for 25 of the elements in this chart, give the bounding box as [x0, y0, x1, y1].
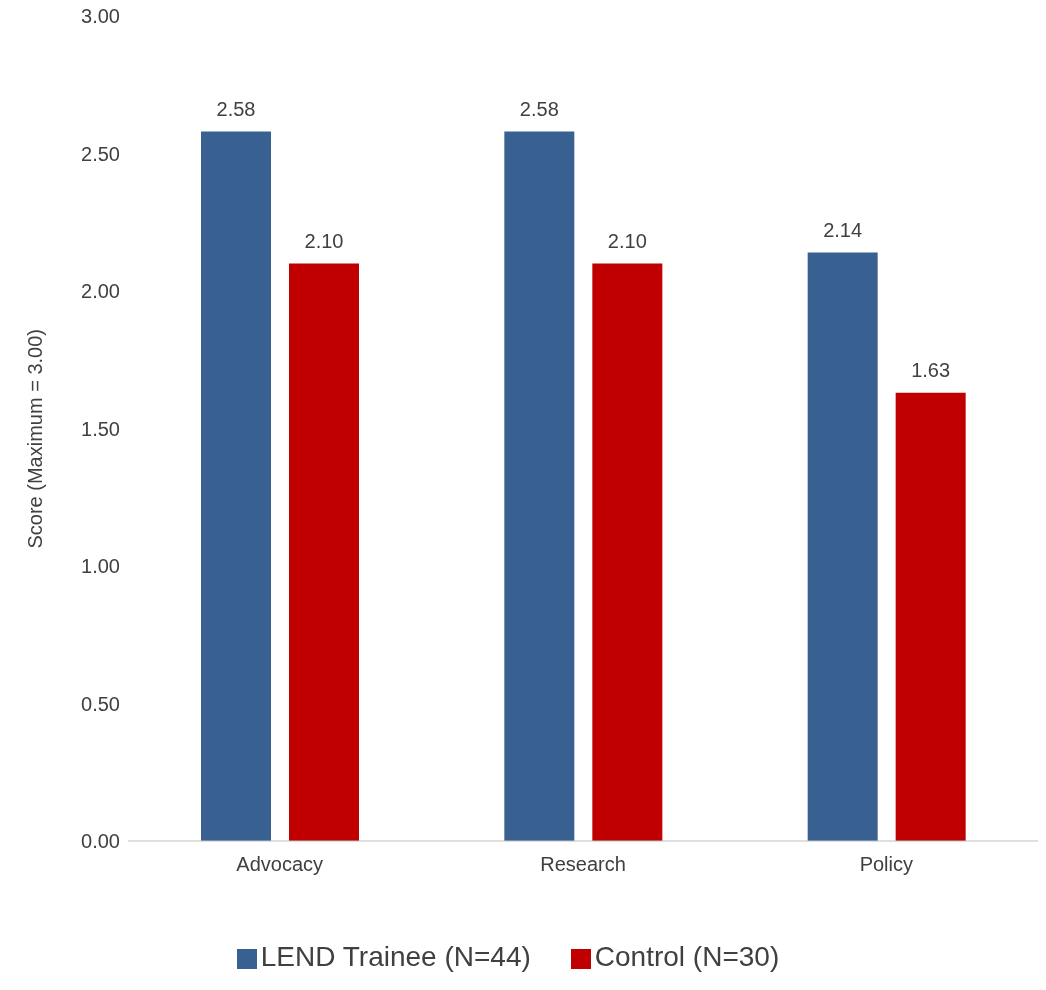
x-tick-label: Research [540, 853, 626, 876]
y-tick-label: 1.50 [81, 417, 120, 440]
y-tick-label: 0.00 [81, 830, 120, 853]
y-tick-label: 1.00 [81, 555, 120, 578]
bar [895, 392, 966, 841]
bar [807, 252, 878, 841]
data-label: 1.63 [911, 358, 951, 381]
legend-label: Control (N=30) [594, 941, 780, 972]
x-tick-label: Advocacy [236, 853, 324, 876]
y-axis-title: Score (Maximum = 3.00) [24, 328, 47, 549]
bar [504, 131, 575, 841]
y-tick-label: 0.50 [81, 692, 120, 715]
y-tick-label: 2.00 [81, 280, 120, 303]
data-label: 2.58 [216, 97, 256, 120]
y-tick-label: 2.50 [81, 142, 120, 165]
data-label: 2.58 [519, 97, 559, 120]
bar [592, 263, 663, 841]
data-label: 2.14 [823, 218, 863, 241]
bar [201, 131, 271, 841]
y-tick-label: 3.00 [81, 5, 120, 28]
legend-label: LEND Trainee (N=44) [260, 941, 531, 972]
bar [289, 263, 359, 841]
data-label: 2.10 [304, 229, 344, 252]
x-tick-label: Policy [859, 853, 914, 876]
data-label: 2.10 [607, 229, 647, 252]
